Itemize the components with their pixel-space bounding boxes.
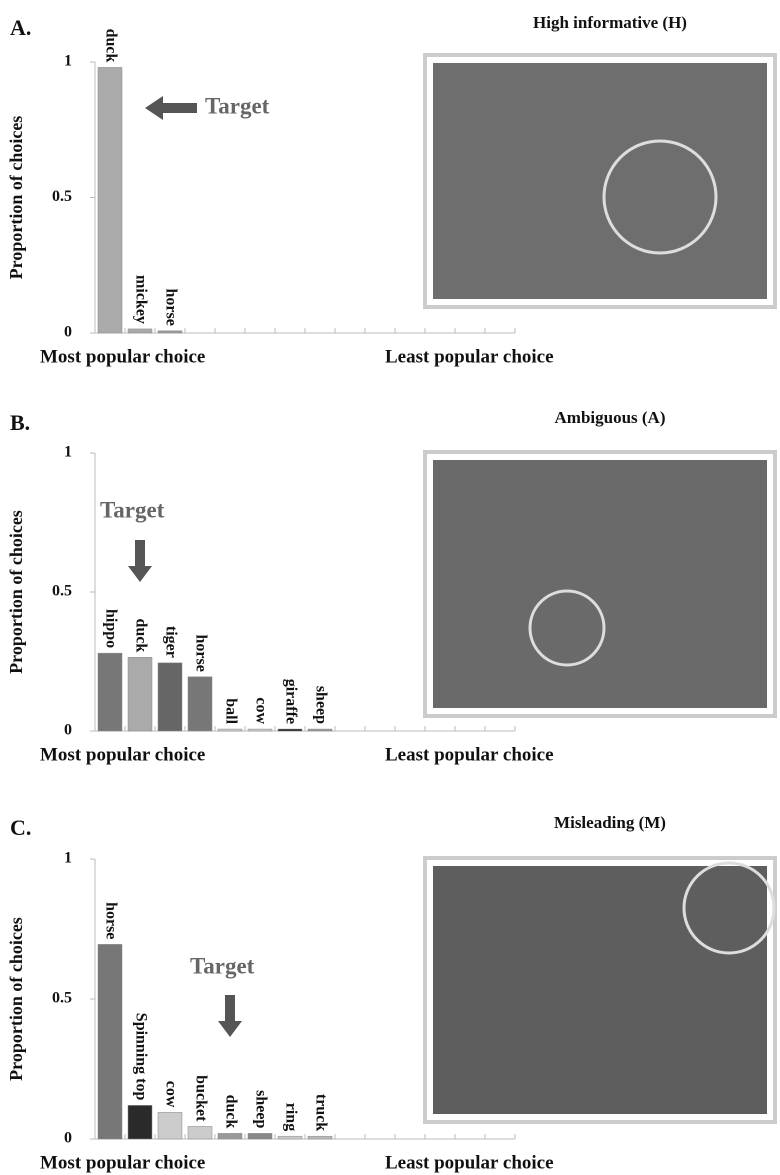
y-tick-label: 0.5 xyxy=(52,188,72,205)
bar-label: horse xyxy=(162,289,179,326)
y-tick-label: 0.5 xyxy=(52,583,72,600)
bar-label: cow xyxy=(162,1081,179,1108)
y-tick-label: 1 xyxy=(64,850,72,867)
bar xyxy=(158,331,182,333)
bar xyxy=(278,1136,302,1139)
bar xyxy=(248,1133,272,1139)
bar-label: sheep xyxy=(312,686,329,724)
bar xyxy=(188,677,212,731)
y-axis-label: Proportion of choices xyxy=(6,510,26,674)
bar-label: duck xyxy=(102,29,119,63)
chart-title: Misleading (M) xyxy=(554,813,666,832)
panel-label: B. xyxy=(10,410,30,435)
y-tick-label: 1 xyxy=(64,53,72,70)
bar-label: giraffe xyxy=(282,679,299,724)
chart-title: Ambiguous (A) xyxy=(555,408,666,427)
y-tick-label: 0.5 xyxy=(52,990,72,1007)
bar-label: tiger xyxy=(162,626,179,658)
photo xyxy=(433,460,767,708)
panel-label: C. xyxy=(10,815,31,840)
bar xyxy=(158,1112,182,1139)
bar-label: duck xyxy=(132,619,149,653)
bar xyxy=(218,729,242,731)
bar-label: bucket xyxy=(192,1075,209,1122)
bar-label: horse xyxy=(102,902,119,939)
y-axis-label: Proportion of choices xyxy=(6,116,26,280)
chart-title: High informative (H) xyxy=(533,13,687,32)
bar xyxy=(128,329,152,333)
x-axis-label-left: Most popular choice xyxy=(40,346,205,367)
photo xyxy=(433,866,767,1114)
annotation: Target xyxy=(100,497,165,522)
annotation: Target xyxy=(190,953,255,978)
x-axis-label-right: Least popular choice xyxy=(385,1152,554,1173)
photos xyxy=(425,55,775,1122)
annotation-arrow xyxy=(128,540,152,582)
y-tick-label: 0 xyxy=(64,1130,72,1147)
bar-label: mickey xyxy=(132,275,149,324)
bar xyxy=(158,663,182,731)
bar-label: truck xyxy=(312,1094,329,1131)
bar-label: cow xyxy=(252,697,269,724)
annotation-arrow xyxy=(218,995,242,1037)
bar xyxy=(248,729,272,731)
bar xyxy=(128,1105,152,1139)
bar-label: ring xyxy=(282,1103,299,1131)
bar-label: sheep xyxy=(252,1090,269,1128)
y-tick-label: 0 xyxy=(64,324,72,341)
y-tick-label: 1 xyxy=(64,444,72,461)
bar xyxy=(308,729,332,731)
bar xyxy=(218,1133,242,1139)
figure: A. High informative (H) Proportion of choi… xyxy=(0,0,780,1175)
x-axis-label-left: Most popular choice xyxy=(40,744,205,765)
x-axis-label-left: Most popular choice xyxy=(40,1152,205,1173)
x-axis-label-right: Least popular choice xyxy=(385,744,554,765)
bar xyxy=(128,657,152,731)
bar xyxy=(98,944,122,1139)
y-axis-label: Proportion of choices xyxy=(6,917,26,1081)
y-tick-label: 0 xyxy=(64,722,72,739)
panel-label: A. xyxy=(10,15,31,40)
bar xyxy=(98,653,122,731)
bar xyxy=(98,67,122,333)
photo xyxy=(433,63,767,299)
annotation-arrow xyxy=(145,96,197,120)
bar xyxy=(308,1136,332,1139)
bar xyxy=(278,729,302,731)
annotation: Target xyxy=(205,93,270,118)
bar-label: horse xyxy=(192,634,209,671)
bar-label: duck xyxy=(222,1095,239,1129)
bar-label: Spinning top xyxy=(132,1013,149,1101)
x-axis-label-right: Least popular choice xyxy=(385,346,554,367)
bar-label: ball xyxy=(222,698,239,724)
bar xyxy=(188,1126,212,1139)
bar-label: hippo xyxy=(102,609,119,648)
